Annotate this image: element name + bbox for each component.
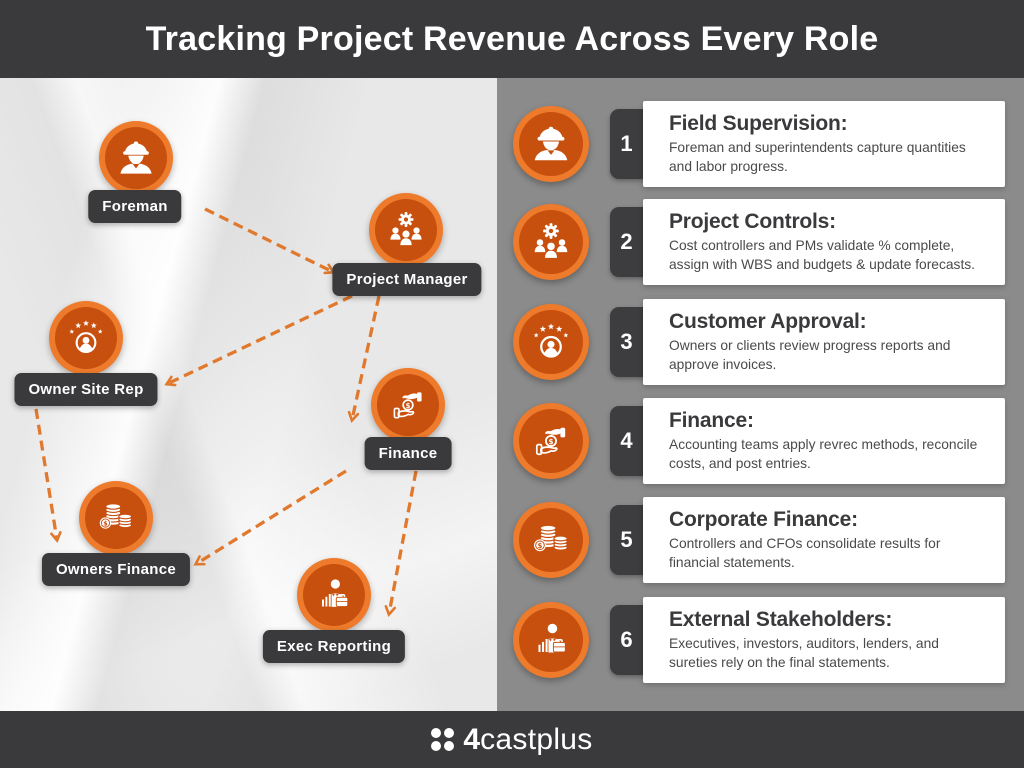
step-description: Executives, investors, auditors, lenders… [669, 636, 939, 670]
step-title: Field Supervision: [669, 112, 848, 135]
arrow-project-manager-to-finance [352, 295, 381, 420]
step-card: Finance: Accounting teams apply revrec m… [643, 398, 1005, 484]
step-title: Customer Approval: [669, 310, 867, 333]
step-row-5: 5 Corporate Finance: Controllers and CFO… [497, 497, 1024, 583]
step-card: Project Controls: Cost controllers and P… [643, 199, 1005, 285]
arrow-owner-site-rep-to-owners-finance [34, 408, 57, 540]
brand-logo: 4castplus [431, 722, 593, 756]
step-row-2: 2 Project Controls: Cost controllers and… [497, 199, 1024, 285]
step-card: External Stakeholders: Executives, inves… [643, 597, 1005, 683]
brand-name: 4castplus [463, 722, 593, 756]
page-title: Tracking Project Revenue Across Every Ro… [145, 19, 879, 58]
worker-icon [99, 121, 173, 195]
team-gear-icon [513, 204, 589, 280]
hands-coin-icon [513, 403, 589, 479]
step-description: Cost controllers and PMs validate % comp… [669, 238, 976, 272]
step-title: Finance: [669, 409, 754, 432]
team-gear-icon [369, 193, 443, 267]
worker-icon [513, 106, 589, 182]
node-label-owner-site-rep: Owner Site Rep [14, 373, 158, 406]
step-card: Corporate Finance: Controllers and CFOs … [643, 497, 1005, 583]
step-title: External Stakeholders: [669, 608, 893, 631]
businessman-icon [513, 602, 589, 678]
step-card: Field Supervision: Foreman and superinte… [643, 101, 1005, 187]
hands-coin-icon [371, 368, 445, 442]
logo-dots-icon [431, 728, 455, 751]
node-label-owners-finance: Owners Finance [41, 553, 191, 586]
node-label-foreman: Foreman [88, 190, 182, 223]
step-description: Foreman and superintendents capture quan… [669, 140, 966, 174]
step-card: Customer Approval: Owners or clients rev… [643, 299, 1005, 385]
step-row-4: 4 Finance: Accounting teams apply revrec… [497, 398, 1024, 484]
arrow-foreman-to-project-manager [204, 207, 333, 272]
step-row-6: 6 External Stakeholders: Executives, inv… [497, 597, 1024, 683]
flowchart-panel: Foreman Project Manager Owner Site Rep F… [0, 78, 497, 711]
header: Tracking Project Revenue Across Every Ro… [0, 0, 1024, 78]
person-stars-icon [49, 301, 123, 375]
step-description: Accounting teams apply revrec methods, r… [669, 437, 978, 471]
node-label-finance: Finance [364, 437, 452, 470]
arrow-finance-to-exec-reporting [389, 470, 418, 614]
step-description: Controllers and CFOs consolidate results… [669, 536, 941, 570]
footer: 4castplus [0, 711, 1024, 768]
person-stars-icon [513, 304, 589, 380]
node-label-project-manager: Project Manager [332, 263, 482, 296]
step-title: Project Controls: [669, 210, 836, 233]
steps-panel: 1 Field Supervision: Foreman and superin… [497, 78, 1024, 711]
step-row-1: 1 Field Supervision: Foreman and superin… [497, 101, 1024, 187]
coins-icon [513, 502, 589, 578]
step-row-3: 3 Customer Approval: Owners or clients r… [497, 299, 1024, 385]
step-title: Corporate Finance: [669, 508, 858, 531]
coins-icon [79, 481, 153, 555]
arrow-project-manager-to-owner-site-rep [167, 294, 353, 384]
step-description: Owners or clients review progress report… [669, 338, 951, 372]
flow-arrows [34, 207, 418, 711]
arrow-finance-to-owners-finance [196, 469, 347, 564]
node-label-exec-reporting: Exec Reporting [262, 630, 406, 663]
businessman-icon [297, 558, 371, 632]
